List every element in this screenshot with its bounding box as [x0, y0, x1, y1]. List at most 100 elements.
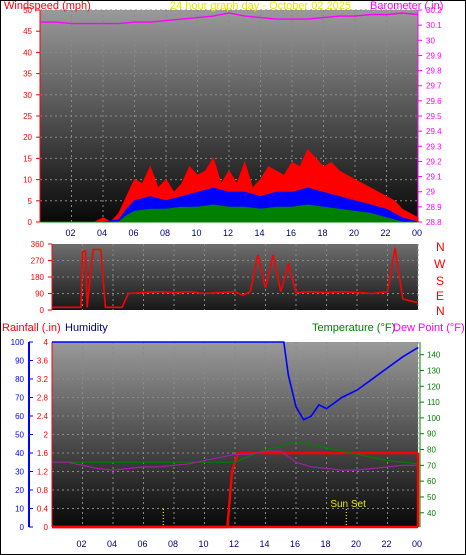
wind-y-tick-label: 15: [23, 154, 32, 163]
temperature-y-tick-label: 110: [427, 398, 440, 407]
wind-x-tick-label: 20: [349, 228, 359, 238]
wind-y-tick-label: 50: [23, 6, 32, 15]
rain-y-tick-label: 0.8: [37, 486, 49, 495]
wind-x-tick-label: 04: [97, 228, 107, 238]
wind-y-tick-label: 10: [23, 176, 32, 185]
humidity-line: [52, 341, 419, 421]
wind-y-tick-label: 5: [28, 197, 33, 206]
wind-x-tick-label: 10: [192, 228, 202, 238]
rain-y-tick-label: 3.6: [37, 357, 49, 366]
humidity-axis-label: Humidity: [65, 322, 108, 334]
rain-x-tick-label: 04: [107, 539, 117, 549]
temperature-line: [52, 440, 419, 465]
rainfall-axis-label: Rainfall (.in): [2, 322, 61, 334]
rain-y-tick-label: 4: [44, 338, 49, 347]
wind-x-tick-label: 02: [66, 228, 76, 238]
barometer-y-tick-label: 29.2: [426, 157, 442, 166]
rain-y-tick-label: 0: [44, 523, 49, 532]
wind-y-tick-label: 40: [23, 48, 32, 57]
direction-letter-w: W: [434, 257, 446, 271]
dew-point-line: [52, 450, 418, 471]
wind-y-tick-label: 20: [23, 133, 32, 142]
temperature-y-tick-label: 70: [427, 461, 436, 470]
wind-x-tick-label: 18: [318, 228, 328, 238]
wind-y-tick-label: 30: [23, 91, 32, 100]
rain-x-tick-label: 00: [412, 539, 422, 549]
wind-y-tick-label: 0: [28, 218, 33, 227]
temperature-y-tick-label: 50: [427, 493, 436, 502]
direction-y-tick-label: 0: [40, 306, 45, 315]
barometer-y-tick-label: 30.2: [426, 6, 442, 15]
windspeed-axis-label: Windspeed (mph): [4, 0, 91, 12]
rain-y-tick-label: 2.4: [37, 412, 49, 421]
sunset-annotation: Sun Set: [330, 499, 366, 510]
rain-x-tick-label: 08: [168, 539, 178, 549]
humidity-y-tick-label: 10: [15, 505, 24, 514]
rain-x-tick-label: 10: [199, 539, 209, 549]
barometer-y-tick-label: 29.7: [426, 82, 442, 91]
rain-x-tick-label: 02: [77, 539, 87, 549]
wind-x-tick-label: 08: [160, 228, 170, 238]
direction-letter-s: S: [436, 274, 444, 288]
rain-x-tick-label: 22: [382, 539, 392, 549]
temperature-y-tick-label: 90: [427, 430, 436, 439]
rain-x-tick-label: 14: [260, 539, 270, 549]
humidity-y-tick-label: 80: [15, 375, 24, 384]
barometer-y-tick-label: 29.3: [426, 142, 442, 151]
direction-y-tick-label: 180: [31, 273, 45, 282]
direction-letter-e: E: [436, 289, 444, 303]
humidity-y-tick-label: 100: [11, 338, 25, 347]
humidity-y-tick-label: 90: [15, 357, 24, 366]
temperature-y-tick-label: 60: [427, 477, 436, 486]
direction-letter-n-bottom: N: [436, 304, 445, 318]
humidity-y-tick-label: 40: [15, 449, 24, 458]
barometer-y-tick-label: 29: [426, 188, 435, 197]
barometer-y-tick-label: 30: [426, 36, 435, 45]
rain-x-tick-label: 18: [321, 539, 331, 549]
rain-x-tick-label: 20: [351, 539, 361, 549]
humidity-y-tick-label: 0: [20, 523, 25, 532]
temperature-y-tick-label: 130: [427, 366, 441, 375]
temperature-y-tick-label: 100: [427, 414, 441, 423]
barometer-y-tick-label: 30.1: [426, 21, 442, 30]
rain-x-tick-label: 06: [138, 539, 148, 549]
wind-x-tick-label: 06: [129, 228, 139, 238]
barometer-y-tick-label: 29.8: [426, 67, 442, 76]
wind-y-tick-label: 35: [23, 70, 32, 79]
barometer-y-tick-label: 29.9: [426, 51, 442, 60]
rain-y-tick-label: 1.2: [37, 468, 49, 477]
wind-y-tick-label: 25: [23, 112, 32, 121]
barometer-y-tick-label: 28.8: [426, 218, 442, 227]
humidity-y-tick-label: 20: [15, 486, 24, 495]
humidity-y-tick-label: 30: [15, 468, 24, 477]
barometer-y-tick-label: 28.9: [426, 203, 442, 212]
rain-x-tick-label: 16: [290, 539, 300, 549]
barometer-axis-label: Barometer (.in): [370, 0, 443, 12]
chart-title: 24 hour graph day - October 02 2025: [170, 0, 351, 12]
temperature-axis-label: Temperature (°F): [312, 322, 395, 334]
direction-y-tick-label: 360: [31, 240, 45, 249]
wind-x-tick-label: 14: [255, 228, 265, 238]
barometer-y-tick-label: 29.1: [426, 173, 442, 182]
rain-y-tick-label: 1.6: [37, 449, 49, 458]
wind-x-tick-label: 16: [286, 228, 296, 238]
rain-y-tick-label: 0.4: [37, 505, 49, 514]
rain-y-tick-label: 2: [44, 431, 49, 440]
wind-direction-line: [52, 247, 419, 309]
temperature-y-tick-label: 40: [427, 509, 436, 518]
humidity-y-tick-label: 70: [15, 394, 24, 403]
wind-x-tick-label: 12: [223, 228, 233, 238]
barometer-y-tick-label: 29.6: [426, 97, 442, 106]
humidity-y-tick-label: 50: [15, 431, 24, 440]
barometer-y-tick-label: 29.4: [426, 127, 442, 136]
direction-y-tick-label: 270: [31, 257, 45, 266]
barometer-y-tick-label: 29.5: [426, 112, 442, 121]
temperature-y-tick-label: 120: [427, 382, 441, 391]
wind-y-tick-label: 45: [23, 27, 32, 36]
humidity-y-tick-label: 60: [15, 412, 24, 421]
temperature-y-tick-label: 140: [427, 351, 441, 360]
wind-low-area: [40, 204, 418, 223]
dew-point-axis-label: Dew Point (°F): [393, 322, 465, 334]
wind-x-tick-label: 00: [412, 228, 422, 238]
